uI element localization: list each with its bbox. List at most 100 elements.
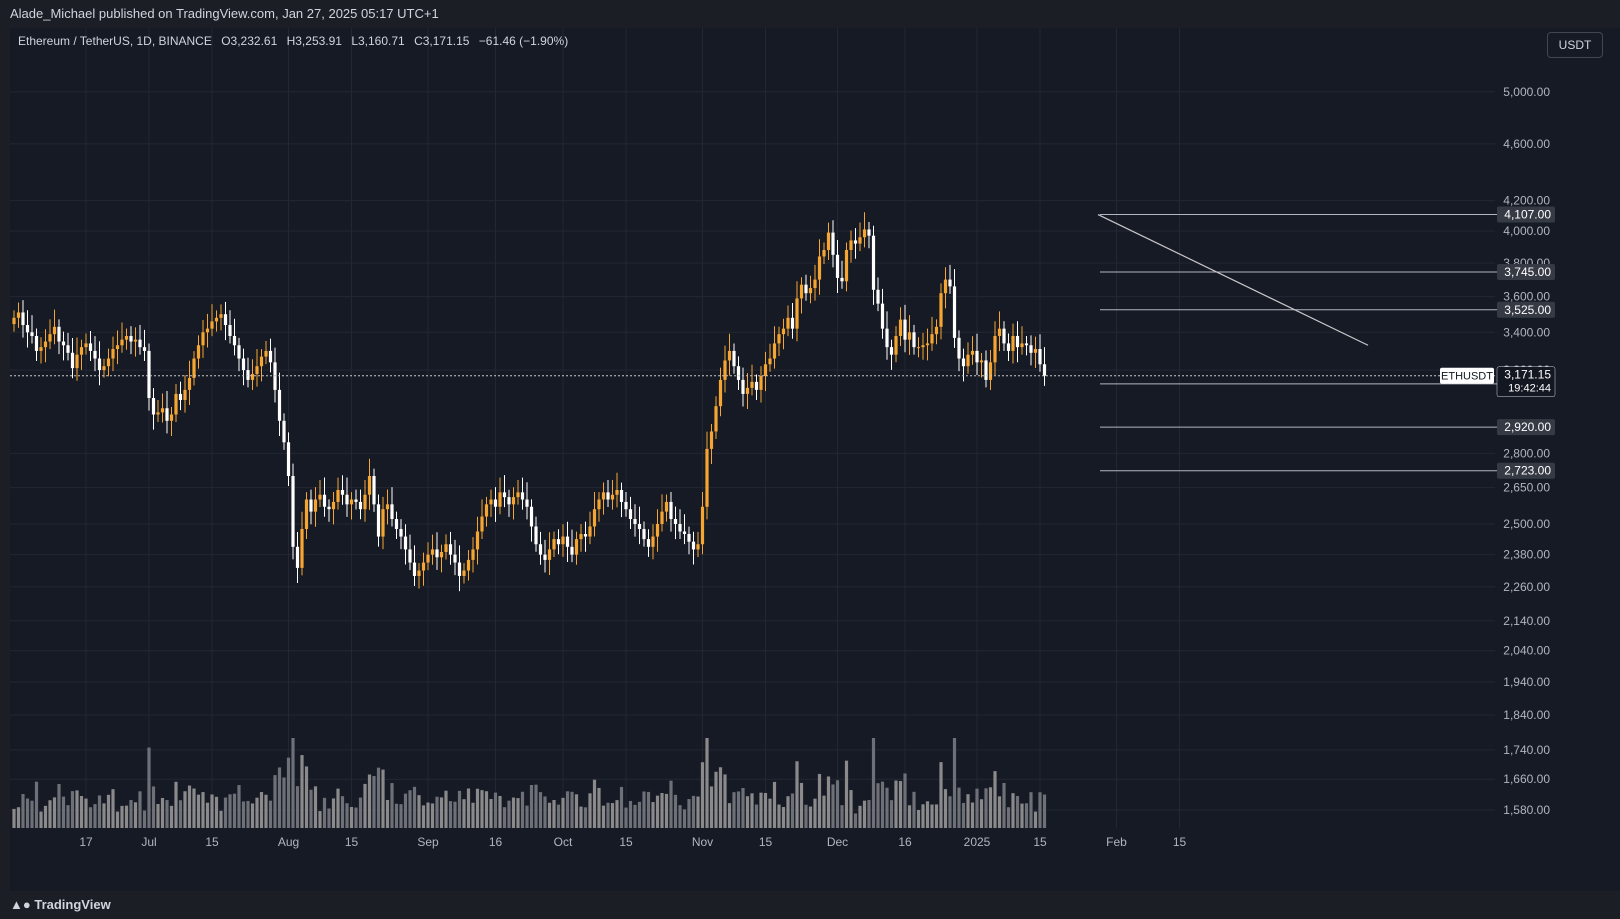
volume-bar (610, 803, 615, 828)
candle-body (709, 431, 714, 449)
volume-bar (484, 791, 489, 828)
candle-body (813, 279, 817, 289)
volume-bar (426, 802, 430, 828)
price-chart[interactable]: 5,000.004,600.004,200.004,000.003,800.00… (10, 28, 1620, 891)
volume-bar (120, 805, 124, 828)
candle-body (934, 326, 939, 335)
level-label: 2,920.00 (1504, 420, 1551, 434)
candle-body (795, 298, 799, 329)
candle-body (93, 350, 97, 359)
volume-bar (655, 795, 660, 828)
volume-bar (201, 792, 205, 828)
volume-bar (759, 792, 763, 828)
volume-bar (268, 800, 273, 828)
candle-body (871, 235, 876, 290)
volume-bar (147, 747, 151, 828)
candle-body (777, 334, 781, 344)
chart-area[interactable]: 5,000.00 4,600.00 4,200.00 4,000.00 3,800.00… (10, 28, 1620, 891)
candle-body (300, 528, 304, 568)
volume-bar (979, 799, 984, 828)
volume-bar (462, 799, 466, 828)
candle-body (66, 345, 70, 353)
candle-body (210, 321, 214, 329)
candle-body (673, 519, 678, 524)
candle-body (921, 345, 925, 348)
volume-bar (214, 796, 219, 828)
level-label: 3,745.00 (1504, 265, 1551, 279)
candle-body (471, 549, 475, 560)
volume-bar (678, 805, 682, 828)
candle-body (322, 494, 327, 507)
candle-body (646, 539, 651, 547)
candle-body (790, 317, 795, 329)
candle-body (750, 381, 754, 388)
candle-body (817, 256, 822, 280)
volume-bar (192, 788, 196, 828)
volume-bar (331, 798, 336, 828)
tv-logo-icon: ▲● (10, 897, 31, 912)
volume-bar (84, 798, 88, 828)
candle-body (439, 552, 444, 558)
currency-button[interactable]: USDT (1547, 32, 1603, 58)
candle-body (88, 343, 93, 351)
candle-body (340, 490, 345, 495)
volume-bar (790, 793, 795, 828)
volume-bar (250, 803, 255, 828)
candle-body (1002, 328, 1006, 344)
candle-body (714, 406, 718, 432)
candle-body (529, 506, 534, 527)
volume-bar (583, 807, 588, 828)
price-tick-label: 2,140.00 (1503, 614, 1550, 628)
volume-bar (480, 790, 484, 828)
volume-bar (399, 804, 403, 828)
volume-bar (205, 802, 210, 828)
price-tag-box (1496, 366, 1556, 397)
volume-bar (840, 805, 844, 828)
candle-body (187, 377, 192, 390)
candle-body (259, 356, 264, 367)
candle-body (160, 408, 165, 413)
volume-bar (156, 803, 160, 828)
volume-bar (79, 796, 84, 828)
tradingview-logo[interactable]: ▲● TradingView (10, 897, 111, 912)
candle-body (124, 335, 129, 340)
volume-bar (57, 784, 61, 828)
candle-body (480, 516, 484, 532)
candle-body (502, 492, 507, 498)
candle-body (52, 326, 57, 335)
high-value: H3,253.91 (286, 34, 342, 48)
symbol-tag: ETHUSDT (1441, 371, 1493, 383)
candle-body (948, 279, 952, 287)
candle-body (660, 511, 664, 524)
volume-bar (696, 796, 700, 828)
volume-bar (709, 786, 714, 828)
candle-body (556, 539, 561, 545)
candle-body (799, 284, 804, 299)
volume-bar (511, 797, 516, 828)
time-tick-label: 15 (205, 835, 219, 849)
candle-body (1006, 343, 1011, 351)
volume-bar (988, 787, 993, 828)
candle-body (691, 541, 696, 550)
volume-bar (849, 790, 853, 828)
candle-body (1011, 335, 1015, 351)
volume-bar (930, 804, 934, 828)
candle-body (858, 237, 862, 244)
volume-bar (948, 796, 952, 828)
volume-bar (196, 794, 201, 828)
candle-body (678, 523, 682, 532)
candle-body (561, 536, 565, 545)
candle-body (241, 358, 246, 371)
volume-bar (754, 804, 759, 828)
volume-bar (390, 783, 394, 828)
volume-bar (39, 811, 43, 828)
volume-bar (1024, 803, 1029, 828)
candle-body (327, 506, 331, 510)
candle-body (808, 288, 813, 294)
candle-body (183, 389, 187, 401)
candle-body (583, 534, 588, 537)
candle-body (624, 501, 628, 510)
volume-bar (624, 807, 628, 828)
candle-body (79, 347, 84, 355)
price-tick-label: 2,650.00 (1503, 481, 1550, 495)
